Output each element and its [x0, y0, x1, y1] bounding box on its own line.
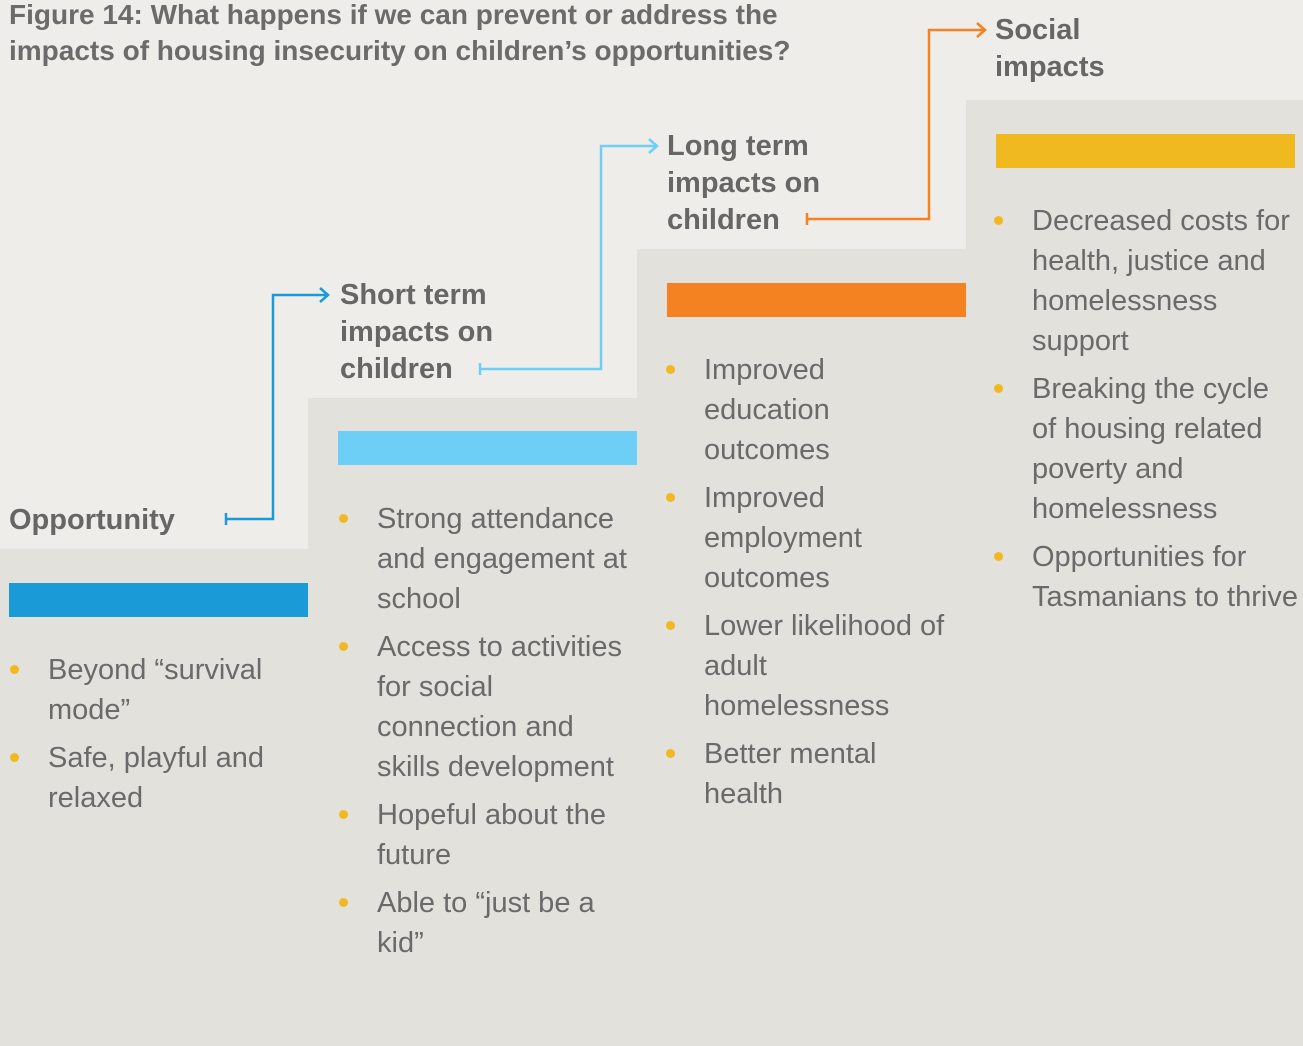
- title-line: impacts of housing insecurity on childre…: [9, 35, 791, 66]
- bullet-item: Access to activities for social connecti…: [339, 627, 627, 787]
- bullet-item: Decreased costs for health, justice and …: [994, 201, 1300, 361]
- bullet-list: Strong attendance and engagement at scho…: [339, 499, 627, 971]
- column-heading: Opportunity: [9, 502, 175, 539]
- column-heading: Long term impacts on children: [667, 128, 820, 239]
- arrow: [805, 22, 987, 225]
- step: [308, 398, 637, 1046]
- step: [966, 100, 1303, 1046]
- bullet-item: Lower likelihood of adult homelessness: [666, 606, 949, 726]
- bullet-item: Hopeful about the future: [339, 795, 627, 875]
- bullet-item: Opportunities for Tasmanians to thrive: [994, 537, 1300, 617]
- color-bar: [667, 283, 966, 317]
- heading-line: Social: [995, 14, 1081, 46]
- heading-line: children: [667, 204, 780, 236]
- step: [0, 549, 308, 1046]
- title: Figure 14: What happens if we can preven…: [9, 0, 790, 69]
- step: [637, 249, 966, 1046]
- heading-line: children: [340, 353, 453, 385]
- color-bar: [9, 583, 308, 617]
- heading-line: impacts: [995, 51, 1105, 83]
- color-bar: [338, 431, 637, 465]
- heading-line: Opportunity: [9, 504, 175, 536]
- bullet-item: Strong attendance and engagement at scho…: [339, 499, 627, 619]
- heading-line: Long term: [667, 130, 809, 162]
- title-line: Figure 14: What happens if we can preven…: [9, 0, 778, 30]
- bullet-item: Able to “just be a kid”: [339, 883, 627, 963]
- bullet-item: Beyond “survival mode”: [10, 650, 298, 730]
- arrow: [224, 287, 330, 525]
- heading-line: impacts on: [667, 167, 821, 199]
- bullet-item: Better mental health: [666, 734, 949, 814]
- bullet-item: Safe, playful and relaxed: [10, 738, 298, 818]
- bullet-item: Improved employment outcomes: [666, 478, 949, 598]
- bullet-list: Decreased costs for health, justice and …: [994, 201, 1300, 625]
- color-bar: [996, 134, 1295, 168]
- bullet-list: Improved education outcomes Improved empl…: [666, 350, 949, 822]
- bullet-list: Beyond “survival mode” Safe, playful and …: [10, 650, 298, 826]
- heading-line: impacts on: [340, 316, 494, 348]
- bullet-item: Breaking the cycle of housing related po…: [994, 369, 1300, 529]
- bullet-item: Improved education outcomes: [666, 350, 949, 470]
- column-heading: Short term impacts on children: [340, 277, 493, 388]
- column-heading: Social impacts: [995, 12, 1105, 86]
- heading-line: Short term: [340, 279, 487, 311]
- arrow: [478, 138, 659, 375]
